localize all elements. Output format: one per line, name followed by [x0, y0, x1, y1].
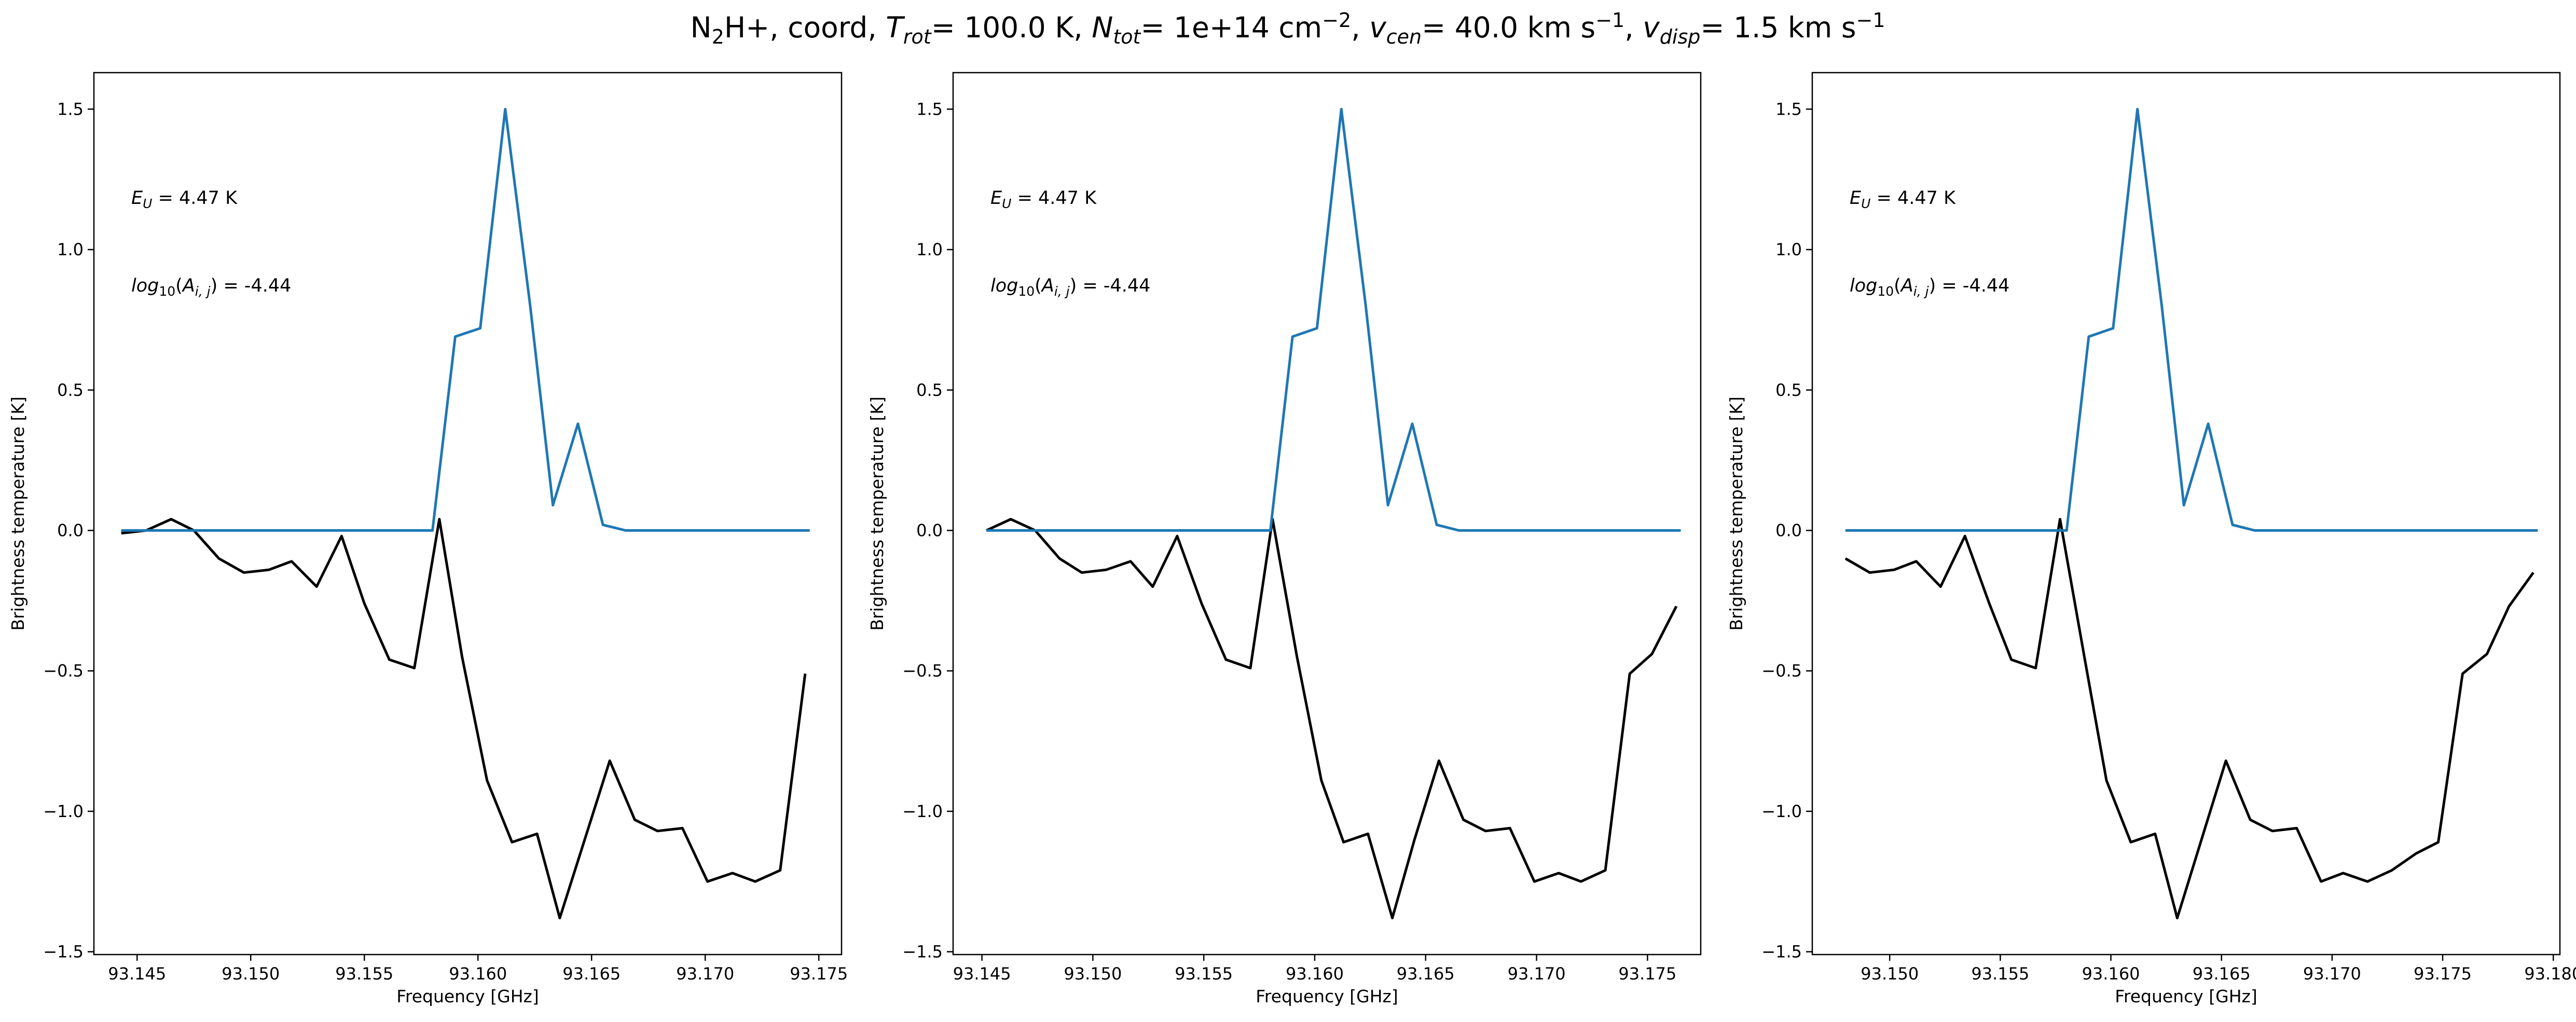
x-tick-label: 93.180 [2524, 964, 2576, 984]
x-tick-label: 93.150 [222, 964, 280, 984]
x-tick-label: 93.175 [2414, 964, 2472, 984]
x-tick-label: 93.170 [2303, 964, 2361, 984]
y-tick-label: 1.0 [57, 240, 84, 259]
einstein-a-annotation: log10(Ai, j) = -4.44 [990, 275, 1150, 299]
x-tick-label: 93.160 [2082, 964, 2140, 984]
einstein-a-annotation: log10(Ai, j) = -4.44 [131, 275, 291, 299]
x-axis-label: Frequency [GHz] [1256, 986, 1398, 1006]
y-axis-label: Brightness temperature [K] [1726, 396, 1746, 631]
model-spectrum-line [1845, 107, 2538, 532]
y-tick-label: −0.5 [43, 661, 84, 681]
axes-frame [952, 72, 1702, 956]
x-tick-label: 93.150 [1064, 964, 1122, 984]
x-tick-label: 93.165 [2193, 964, 2251, 984]
x-tick-label: 93.160 [449, 964, 507, 984]
y-tick-label: −1.0 [902, 802, 943, 821]
y-tick-label: −1.0 [1761, 802, 1802, 821]
y-tick-label: 0.0 [57, 520, 84, 540]
y-tick-label: 0.5 [1775, 380, 1802, 400]
einstein-a-annotation: log10(Ai, j) = -4.44 [1850, 275, 2009, 299]
x-tick-label: 93.145 [953, 964, 1011, 984]
x-tick-label: 93.155 [1971, 964, 2029, 984]
y-tick-label: 0.0 [916, 520, 943, 540]
y-axis-label: Brightness temperature [K] [8, 396, 28, 631]
model-spectrum-line [121, 107, 810, 532]
x-axis-label: Frequency [GHz] [2115, 986, 2257, 1006]
upper-energy-annotation: EU = 4.47 K [990, 188, 1097, 211]
y-tick-label: 0.5 [57, 380, 84, 400]
x-tick-label: 93.170 [1508, 964, 1566, 984]
y-tick-label: −1.5 [1761, 942, 1802, 962]
x-tick-label: 93.155 [335, 964, 393, 984]
y-tick-label: −1.0 [43, 802, 84, 821]
spectrum-panel-3: 93.150 93.155 93.160 93.165 93.170 93.175 93.1… [1726, 72, 2576, 1006]
y-tick-label: −1.5 [43, 942, 84, 962]
x-tick-label: 93.175 [790, 964, 848, 984]
model-spectrum-line [986, 107, 1681, 532]
y-tick-label: −0.5 [1761, 661, 1802, 681]
upper-energy-annotation: EU = 4.47 K [131, 188, 238, 211]
x-tick-label: 93.170 [676, 964, 734, 984]
series-group [1844, 107, 2538, 920]
x-tick-label: 93.165 [1397, 964, 1455, 984]
axes-frame [93, 72, 843, 956]
y-tick-label: −1.5 [902, 942, 943, 962]
x-tick-label: 93.150 [1861, 964, 1919, 984]
y-axis-label: Brightness temperature [K] [867, 396, 887, 631]
x-tick-label: 93.160 [1286, 964, 1344, 984]
y-tick-label: −0.5 [902, 661, 943, 681]
figure-title: N2H+, coord, Trot= 100.0 K, Ntot= 1e+14 … [690, 9, 1885, 48]
observed-spectrum-line [1844, 518, 2534, 920]
x-tick-label: 93.165 [562, 964, 621, 984]
series-group [121, 107, 810, 920]
observed-spectrum-line [986, 518, 1678, 920]
y-tick-label: 1.0 [916, 240, 943, 259]
axes-frame [1811, 72, 2561, 956]
x-axis-label: Frequency [GHz] [396, 986, 539, 1006]
y-tick-label: 0.5 [916, 380, 943, 400]
y-tick-label: 1.5 [1775, 99, 1802, 119]
observed-spectrum-line [121, 518, 807, 920]
series-group [986, 107, 1681, 920]
x-tick-label: 93.155 [1175, 964, 1233, 984]
y-tick-label: 1.5 [57, 99, 84, 119]
x-tick-label: 93.145 [108, 964, 166, 984]
upper-energy-annotation: EU = 4.47 K [1850, 188, 1956, 211]
y-tick-label: 1.0 [1775, 240, 1802, 259]
y-tick-label: 1.5 [916, 99, 943, 119]
y-tick-label: 0.0 [1775, 520, 1802, 540]
spectrum-panel-1: 93.145 93.150 93.155 93.160 93.165 93.170 93.1… [8, 72, 848, 1006]
spectrum-panel-2: 93.145 93.150 93.155 93.160 93.165 93.170 93.1… [867, 72, 1702, 1006]
x-tick-label: 93.175 [1618, 964, 1676, 984]
